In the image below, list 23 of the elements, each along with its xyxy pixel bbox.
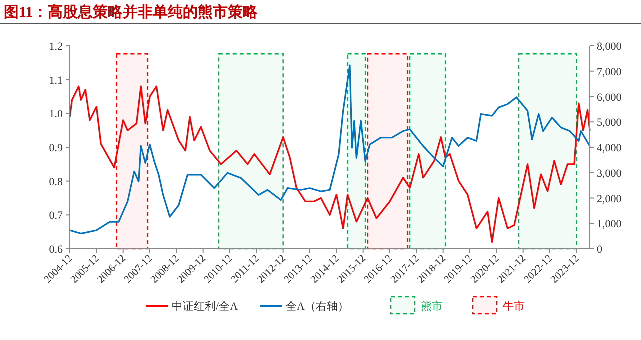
- legend-label: 牛市: [502, 300, 525, 313]
- line-series: [69, 64, 591, 235]
- y-tick-label: 1.2: [49, 41, 63, 53]
- y2-tick-label: 8,000: [597, 41, 622, 53]
- y-tick-label: 1.0: [49, 108, 64, 121]
- y-tick-label: 0.9: [49, 142, 64, 154]
- y2-tick-label: 6,000: [597, 92, 622, 104]
- y2-tick-label: 1,000: [597, 218, 622, 231]
- line-series: [69, 86, 591, 244]
- chart-title: 图11：高股息策略并非单纯的熊市策略: [4, 3, 260, 21]
- y2-tick-label: 5,000: [597, 117, 622, 130]
- y-tick-label: 0.6: [49, 244, 64, 256]
- legend-label: 全A（右轴）: [286, 300, 349, 313]
- y2-tick-label: 0: [597, 244, 603, 256]
- legend-label: 中证红利/全A: [172, 300, 238, 313]
- y-tick-label: 0.8: [49, 176, 64, 188]
- y2-tick-label: 4,000: [597, 142, 622, 154]
- y2-tick-label: 2,000: [597, 193, 622, 206]
- legend-label: 熊市: [420, 300, 443, 313]
- y2-tick-label: 3,000: [597, 168, 622, 180]
- y-tick-label: 1.1: [49, 74, 63, 87]
- y-tick-label: 0.7: [49, 210, 64, 222]
- y2-tick-label: 7,000: [597, 66, 622, 78]
